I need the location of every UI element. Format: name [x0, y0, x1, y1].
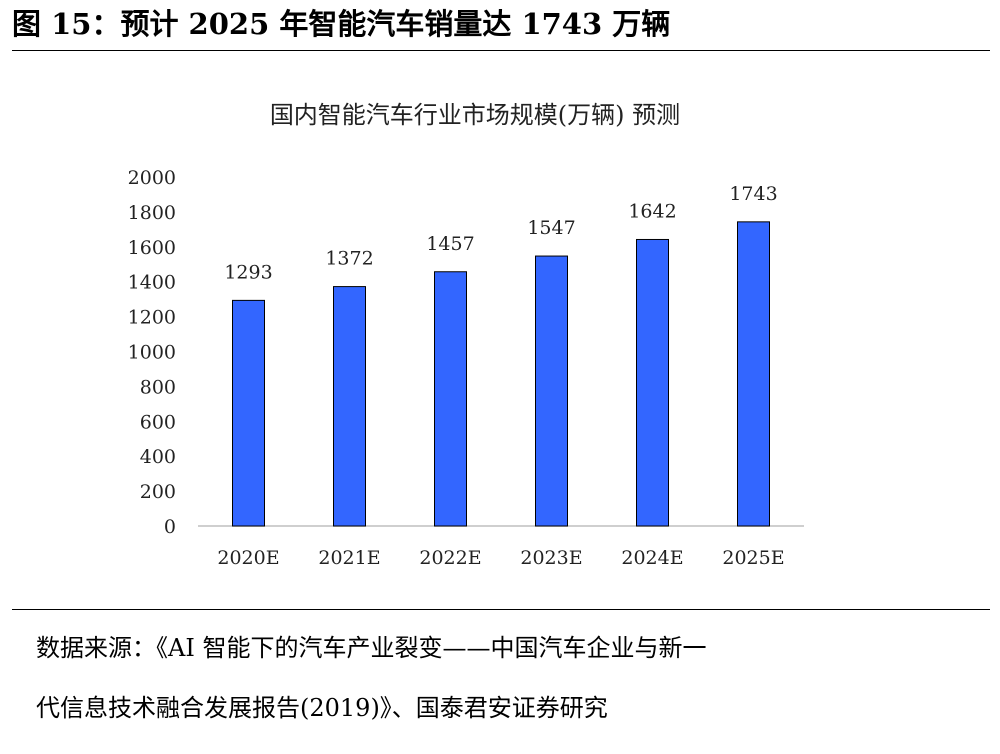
- bar-value-label: 1372: [325, 248, 373, 270]
- figure-title: 图 15：预计 2025 年智能汽车销量达 1743 万辆: [12, 7, 671, 41]
- bar: [333, 286, 366, 527]
- y-tick-label: 200: [140, 481, 176, 503]
- bar: [737, 221, 770, 527]
- y-tick-label: 2000: [128, 167, 176, 189]
- bar: [636, 238, 669, 527]
- x-tick-label: 2025E: [722, 547, 784, 569]
- y-tick-label: 1400: [128, 272, 176, 294]
- source-line-1: 数据来源：《AI 智能下的汽车产业裂变——中国汽车企业与新一: [36, 634, 707, 662]
- y-tick-label: 0: [164, 516, 176, 538]
- x-tick-label: 2020E: [217, 547, 279, 569]
- bar: [232, 299, 265, 527]
- y-tick-label: 1800: [128, 202, 176, 224]
- x-tick-label: 2021E: [318, 547, 380, 569]
- bar-value-label: 1293: [224, 261, 272, 283]
- source-line-2: 代信息技术融合发展报告(2019)》、国泰君安证券研究: [36, 694, 608, 722]
- y-tick-label: 800: [140, 376, 176, 398]
- chart-title: 国内智能汽车行业市场规模(万辆) 预测: [270, 101, 680, 129]
- y-axis-ticks: 0 200 400 600 800 1000 1200 1400 1600 1800 2000: [128, 167, 176, 538]
- x-tick-label: 2024E: [621, 547, 683, 569]
- x-axis-ticks: 2020E 2021E 2022E 2023E 2024E 2025E: [217, 547, 784, 569]
- bar-value-label: 1547: [527, 217, 575, 239]
- bar-value-label: 1743: [729, 183, 777, 205]
- bar-value-label: 1642: [628, 200, 676, 222]
- x-tick-label: 2022E: [419, 547, 481, 569]
- x-tick-label: 2023E: [520, 547, 582, 569]
- bar-value-label: 1457: [426, 233, 474, 255]
- bottom-divider: [12, 609, 990, 610]
- bar: [434, 271, 467, 527]
- bar-value-labels: 1293 1372 1457 1547 1642 1743: [224, 183, 777, 284]
- y-tick-label: 1200: [128, 307, 176, 329]
- bar-chart: 国内智能汽车行业市场规模(万辆) 预测 0 200 400 600 800 1000 120…: [128, 101, 804, 569]
- y-tick-label: 400: [140, 446, 176, 468]
- source-note: 数据来源：《AI 智能下的汽车产业裂变——中国汽车企业与新一 代信息技术融合发展…: [36, 618, 936, 738]
- bar: [535, 255, 568, 527]
- bars: [232, 221, 770, 527]
- top-divider: [12, 50, 990, 51]
- y-tick-label: 1000: [128, 342, 176, 364]
- y-tick-label: 600: [140, 411, 176, 433]
- y-tick-label: 1600: [128, 237, 176, 259]
